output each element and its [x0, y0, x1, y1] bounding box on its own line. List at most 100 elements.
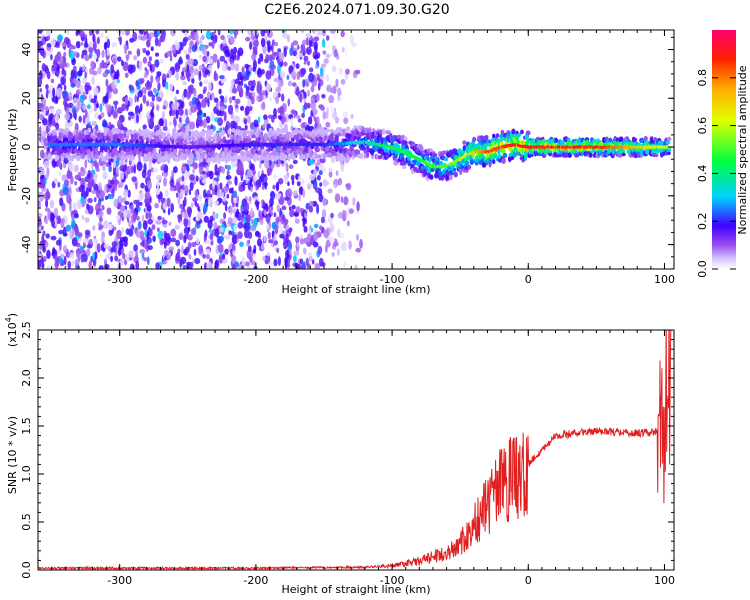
ridge-cell	[469, 160, 474, 165]
noise-speckle	[303, 237, 309, 244]
noise-speckle	[75, 164, 79, 171]
noise-speckle	[320, 63, 327, 68]
noise-speckle	[84, 36, 88, 46]
noise-speckle	[217, 243, 224, 253]
noise-speckle	[343, 117, 349, 125]
noise-speckle	[76, 251, 80, 259]
ridge-cell	[270, 154, 274, 161]
noise-speckle	[84, 229, 91, 235]
noise-speckle	[236, 195, 240, 204]
noise-speckle	[298, 52, 303, 58]
noise-speckle	[283, 47, 287, 58]
noise-speckle	[158, 118, 164, 127]
noise-speckle	[187, 218, 191, 228]
noise-speckle	[296, 181, 301, 187]
noise-speckle	[343, 196, 349, 206]
noise-speckle	[39, 70, 43, 80]
ridge-cell	[120, 150, 125, 156]
noise-speckle	[267, 43, 271, 53]
noise-speckle	[111, 241, 118, 248]
noise-speckle	[96, 103, 99, 109]
noise-speckle	[320, 216, 325, 224]
noise-speckle	[61, 42, 66, 47]
noise-speckle	[71, 237, 78, 247]
noise-speckle	[75, 30, 79, 37]
noise-speckle	[246, 87, 249, 97]
noise-speckle	[129, 37, 135, 43]
ridge-cell	[453, 167, 457, 172]
noise-speckle	[262, 101, 266, 109]
noise-speckle	[240, 105, 245, 111]
ridge-cell	[353, 135, 358, 141]
noise-speckle	[107, 184, 112, 189]
noise-speckle	[256, 80, 261, 87]
noise-speckle	[51, 65, 57, 72]
noise-speckle	[207, 81, 212, 92]
noise-speckle	[141, 214, 145, 223]
noise-speckle	[325, 121, 331, 128]
ridge-cell	[161, 151, 165, 158]
noise-speckle	[226, 193, 230, 199]
noise-speckle	[340, 244, 344, 251]
ridge-cell	[147, 146, 152, 153]
ridge-cell	[511, 128, 516, 135]
noise-speckle	[165, 81, 169, 90]
noise-speckle	[140, 35, 147, 41]
noise-speckle	[241, 256, 246, 266]
noise-speckle	[47, 264, 50, 269]
noise-speckle	[296, 242, 300, 247]
ridge-cell	[461, 149, 466, 156]
noise-speckle	[220, 166, 225, 174]
noise-speckle	[127, 189, 131, 198]
noise-speckle	[245, 36, 251, 42]
noise-speckle	[230, 48, 234, 54]
noise-speckle	[290, 117, 294, 127]
ridge-cell	[141, 130, 146, 135]
noise-speckle	[184, 31, 188, 39]
ridge-cell	[477, 146, 481, 151]
noise-speckle	[128, 228, 134, 237]
ridge-cell	[525, 130, 531, 136]
noise-speckle	[74, 51, 77, 57]
noise-speckle	[190, 228, 196, 236]
noise-speckle	[277, 92, 281, 98]
noise-speckle	[335, 78, 339, 88]
noise-speckle	[269, 60, 275, 69]
noise-speckle	[148, 228, 153, 237]
noise-speckle	[113, 57, 116, 66]
ridge-cell	[52, 129, 58, 133]
noise-speckle	[278, 52, 284, 62]
noise-speckle	[198, 194, 203, 202]
noise-speckle	[276, 159, 279, 165]
noise-speckle	[248, 66, 253, 72]
noise-speckle	[178, 233, 184, 241]
noise-speckle	[199, 166, 203, 175]
ridge-cell	[325, 145, 329, 152]
noise-speckle	[201, 98, 207, 108]
noise-speckle	[93, 174, 97, 184]
noise-speckle	[244, 63, 250, 69]
noise-speckle	[179, 203, 183, 209]
noise-speckle	[279, 106, 284, 115]
noise-speckle	[298, 193, 301, 202]
noise-speckle	[117, 247, 122, 257]
ridge-cell	[229, 134, 234, 138]
noise-speckle	[277, 79, 284, 88]
ridge-cell	[244, 145, 249, 152]
noise-speckle	[135, 107, 138, 115]
noise-speckle	[145, 242, 149, 252]
ridge-cell	[100, 152, 104, 158]
noise-speckle	[287, 80, 293, 87]
noise-speckle	[116, 240, 120, 250]
noise-speckle	[341, 209, 347, 219]
noise-speckle	[235, 202, 239, 208]
noise-speckle	[258, 175, 264, 183]
noise-speckle	[303, 60, 307, 65]
ridge-cell	[345, 126, 351, 131]
noise-speckle	[348, 208, 354, 215]
noise-speckle	[130, 204, 134, 215]
ridge-cell	[343, 147, 348, 154]
noise-speckle	[174, 39, 179, 45]
noise-speckle	[116, 56, 122, 62]
noise-speckle	[60, 253, 65, 258]
